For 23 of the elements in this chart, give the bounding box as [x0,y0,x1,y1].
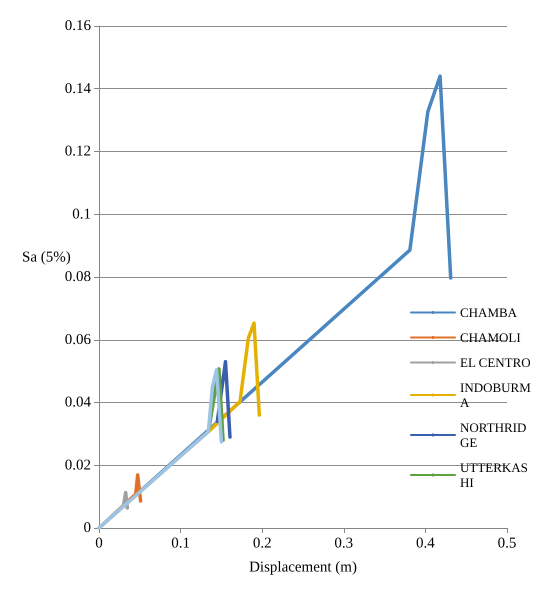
legend-label: CHAMOLI [460,330,521,345]
y-tick-label: 0.06 [64,332,92,348]
x-tick-label: 0.3 [334,536,354,552]
y-tick-label: 0 [84,520,91,536]
x-axis-title: Displacement (m) [249,560,357,576]
x-tick-label: 0.5 [498,536,516,552]
x-tick-label: 0.4 [416,536,436,552]
y-tick-label: 0.04 [64,394,92,410]
legend-label: NORTHRIDGE [460,420,526,450]
x-tick-label: 0 [95,536,103,552]
legend-label: UTTERKASHI [460,460,528,490]
y-tick-label: 0.12 [64,144,91,160]
y-tick-label: 0.02 [64,457,91,474]
x-tick-label: 0.2 [252,536,272,552]
y-axis-title: Sa (5%) [22,250,71,266]
legend-label: CHAMBA [460,305,518,320]
y-tick-label: 0.16 [64,18,92,34]
y-tick-label: 0.08 [64,269,91,285]
legend-label: EL CENTRO [460,355,531,370]
y-tick-label: 0.14 [64,80,92,97]
y-tick-label: 0.1 [72,206,91,222]
legend-label: INDOBURMA [460,380,532,410]
x-tick-label: 0.1 [171,536,190,552]
